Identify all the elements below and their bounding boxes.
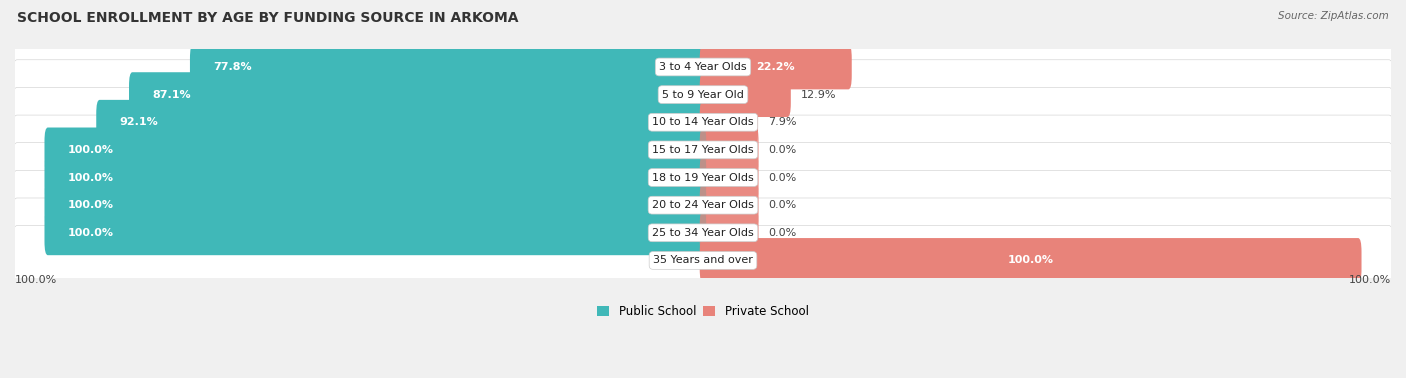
Text: 22.2%: 22.2% bbox=[756, 62, 794, 72]
FancyBboxPatch shape bbox=[700, 100, 758, 145]
FancyBboxPatch shape bbox=[11, 32, 1395, 102]
Text: 7.9%: 7.9% bbox=[768, 117, 796, 127]
Text: 0.0%: 0.0% bbox=[655, 256, 683, 265]
Text: 10 to 14 Year Olds: 10 to 14 Year Olds bbox=[652, 117, 754, 127]
Text: 15 to 17 Year Olds: 15 to 17 Year Olds bbox=[652, 145, 754, 155]
Text: 3 to 4 Year Olds: 3 to 4 Year Olds bbox=[659, 62, 747, 72]
FancyBboxPatch shape bbox=[11, 198, 1395, 268]
FancyBboxPatch shape bbox=[45, 183, 706, 228]
Text: 100.0%: 100.0% bbox=[67, 145, 114, 155]
Text: SCHOOL ENROLLMENT BY AGE BY FUNDING SOURCE IN ARKOMA: SCHOOL ENROLLMENT BY AGE BY FUNDING SOUR… bbox=[17, 11, 519, 25]
FancyBboxPatch shape bbox=[700, 183, 759, 228]
Text: 25 to 34 Year Olds: 25 to 34 Year Olds bbox=[652, 228, 754, 238]
Text: 0.0%: 0.0% bbox=[769, 172, 797, 183]
Text: 77.8%: 77.8% bbox=[212, 62, 252, 72]
Text: 35 Years and over: 35 Years and over bbox=[652, 256, 754, 265]
FancyBboxPatch shape bbox=[11, 87, 1395, 157]
Text: 0.0%: 0.0% bbox=[769, 200, 797, 210]
Text: 100.0%: 100.0% bbox=[67, 172, 114, 183]
Text: 100.0%: 100.0% bbox=[67, 228, 114, 238]
FancyBboxPatch shape bbox=[700, 72, 790, 117]
Text: 18 to 19 Year Olds: 18 to 19 Year Olds bbox=[652, 172, 754, 183]
Text: 100.0%: 100.0% bbox=[15, 275, 58, 285]
Text: 100.0%: 100.0% bbox=[1008, 256, 1053, 265]
FancyBboxPatch shape bbox=[700, 127, 759, 172]
Text: 92.1%: 92.1% bbox=[120, 117, 157, 127]
Text: 12.9%: 12.9% bbox=[800, 90, 837, 100]
FancyBboxPatch shape bbox=[700, 155, 759, 200]
FancyBboxPatch shape bbox=[45, 211, 706, 255]
FancyBboxPatch shape bbox=[45, 127, 706, 172]
Text: 0.0%: 0.0% bbox=[769, 145, 797, 155]
Legend: Public School, Private School: Public School, Private School bbox=[593, 301, 813, 323]
FancyBboxPatch shape bbox=[190, 45, 706, 89]
FancyBboxPatch shape bbox=[11, 143, 1395, 212]
FancyBboxPatch shape bbox=[129, 72, 706, 117]
Text: 100.0%: 100.0% bbox=[67, 200, 114, 210]
FancyBboxPatch shape bbox=[11, 115, 1395, 185]
FancyBboxPatch shape bbox=[11, 60, 1395, 129]
FancyBboxPatch shape bbox=[700, 45, 852, 89]
Text: Source: ZipAtlas.com: Source: ZipAtlas.com bbox=[1278, 11, 1389, 21]
FancyBboxPatch shape bbox=[45, 155, 706, 200]
Text: 0.0%: 0.0% bbox=[769, 228, 797, 238]
Text: 20 to 24 Year Olds: 20 to 24 Year Olds bbox=[652, 200, 754, 210]
FancyBboxPatch shape bbox=[700, 238, 1361, 283]
FancyBboxPatch shape bbox=[11, 226, 1395, 295]
Text: 100.0%: 100.0% bbox=[1348, 275, 1391, 285]
FancyBboxPatch shape bbox=[11, 170, 1395, 240]
Text: 5 to 9 Year Old: 5 to 9 Year Old bbox=[662, 90, 744, 100]
Text: 87.1%: 87.1% bbox=[152, 90, 191, 100]
FancyBboxPatch shape bbox=[96, 100, 706, 145]
FancyBboxPatch shape bbox=[700, 211, 759, 255]
